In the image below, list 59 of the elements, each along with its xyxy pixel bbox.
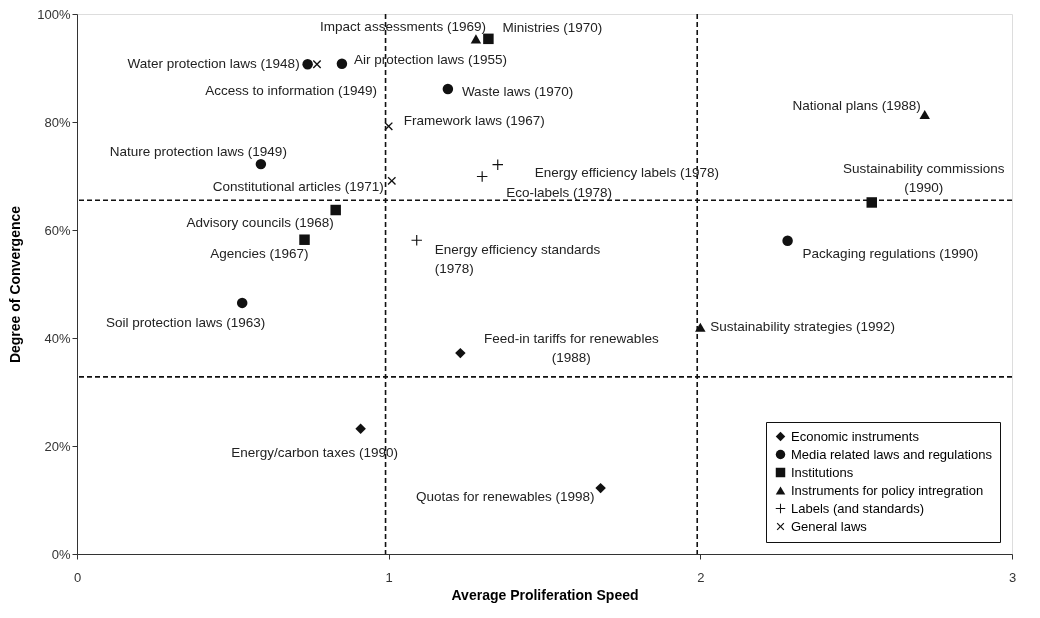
annotation: Ministries (1970) xyxy=(502,19,603,35)
x-axis-title: Average Proliferation Speed xyxy=(451,586,639,603)
y-tick-label: 100% xyxy=(37,6,71,22)
annotation: Energy/carbon taxes (1990) xyxy=(231,444,398,460)
y-tick-label: 80% xyxy=(44,114,71,130)
annotation: Framework laws (1967) xyxy=(403,113,545,129)
annotation: Nature protection laws (1949) xyxy=(109,144,287,160)
annotation: Access to information (1949) xyxy=(205,83,377,99)
annotation: Waste laws (1970) xyxy=(461,84,574,100)
x-tick-label: 1 xyxy=(385,569,393,585)
point xyxy=(336,58,348,69)
legend-label: Instruments for policy intregration xyxy=(791,482,984,498)
annotation: Sustainability commissions (1990) xyxy=(843,161,1005,196)
legend-label: Institutions xyxy=(791,464,854,480)
annotation: Air protection laws (1955) xyxy=(353,51,507,67)
legend-label: Economic instruments xyxy=(791,428,920,444)
y-tick-label: 20% xyxy=(44,438,71,454)
annotation: Energy efficiency labels (1978) xyxy=(534,164,720,180)
y-tick-label: 40% xyxy=(44,330,71,346)
annotation: Soil protection laws (1963) xyxy=(106,314,266,330)
annotation: Packaging regulations (1990) xyxy=(802,245,979,261)
annotation: Water protection laws (1948) xyxy=(127,56,300,72)
point xyxy=(255,158,267,170)
point xyxy=(919,109,930,119)
x-tick-label: 3 xyxy=(1008,569,1017,585)
point xyxy=(470,34,482,44)
point xyxy=(312,60,322,69)
point xyxy=(387,176,396,186)
annotation: National plans (1988) xyxy=(792,98,921,114)
annotation: Eco-labels (1978) xyxy=(506,184,612,200)
x-tick-label: 0 xyxy=(73,569,82,585)
point xyxy=(695,322,706,332)
point xyxy=(595,482,606,494)
annotation: Sustainability strategies (1992) xyxy=(710,319,895,335)
annotation: Quotas for renewables (1998) xyxy=(415,489,595,505)
legend-label: General laws xyxy=(791,518,868,534)
point xyxy=(330,204,341,216)
point xyxy=(442,83,454,95)
point xyxy=(302,58,313,70)
y-tick-label: 0% xyxy=(51,546,71,562)
point xyxy=(483,33,494,45)
point xyxy=(866,197,877,208)
x-tick-label: 2 xyxy=(697,569,705,585)
legend-label: Labels (and standards) xyxy=(791,500,924,516)
point xyxy=(236,297,248,309)
annotation: Advisory councils (1968) xyxy=(186,215,334,231)
annotation: Agencies (1967) xyxy=(210,245,309,261)
legend-label: Media related laws and regulations xyxy=(791,446,993,462)
annotation: Feed-in tariffs for renewables (1988) xyxy=(484,331,659,366)
y-axis-title: Degree of Convergence xyxy=(7,205,24,364)
point xyxy=(411,235,422,246)
annotation: Energy efficiency standards (1978) xyxy=(434,242,601,277)
annotation: Constitutional articles (1971) xyxy=(212,178,384,194)
annotation: Impact assessments (1969) xyxy=(320,18,486,34)
point xyxy=(782,235,793,247)
point xyxy=(455,347,466,359)
point xyxy=(355,423,366,434)
point xyxy=(299,234,310,245)
y-tick-label: 60% xyxy=(44,222,71,238)
